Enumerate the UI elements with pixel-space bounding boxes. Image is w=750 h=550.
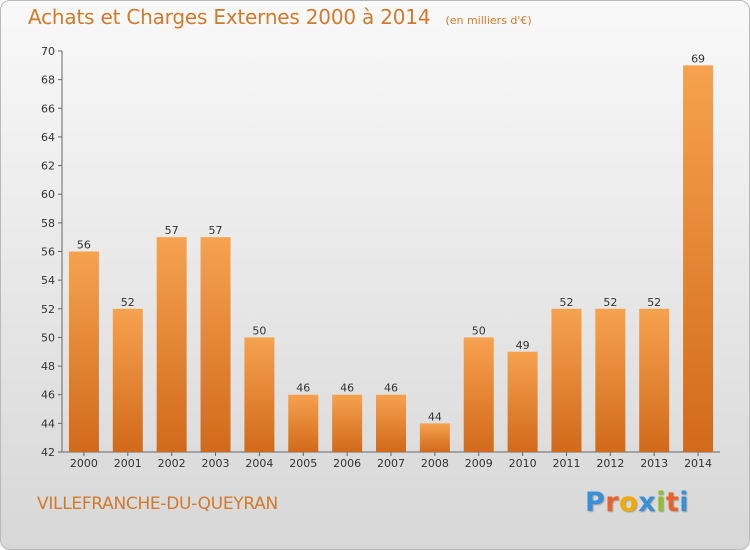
data-label: 52 — [647, 296, 661, 309]
data-label: 52 — [603, 296, 617, 309]
bar — [332, 394, 363, 452]
logo-letter: t — [665, 487, 680, 518]
data-label: 44 — [428, 410, 442, 423]
data-label: 52 — [559, 296, 573, 309]
chart-title: Achats et Charges Externes 2000 à 2014 — [28, 5, 431, 29]
bar — [244, 337, 275, 452]
x-tick-label: 2000 — [70, 457, 98, 470]
x-tick-label: 2001 — [114, 457, 142, 470]
x-tick-label: 2005 — [289, 457, 317, 470]
bar — [463, 337, 494, 452]
y-tick-label: 62 — [41, 160, 55, 173]
data-label: 56 — [77, 239, 91, 252]
x-tick-label: 2003 — [202, 457, 230, 470]
logo-letter: o — [619, 487, 639, 518]
bar — [419, 423, 450, 452]
title-block: Achats et Charges Externes 2000 à 2014 (… — [28, 5, 532, 29]
data-label: 46 — [384, 382, 398, 395]
bar — [595, 308, 626, 452]
x-tick-label: 2011 — [552, 457, 580, 470]
y-tick-label: 70 — [41, 45, 55, 58]
x-tick-label: 2006 — [333, 457, 361, 470]
x-tick-label: 2014 — [684, 457, 712, 470]
data-label: 52 — [121, 296, 135, 309]
chart-subtitle: (en milliers d'€) — [445, 14, 532, 27]
x-tick-label: 2012 — [596, 457, 624, 470]
data-label: 69 — [691, 52, 705, 65]
y-tick-label: 56 — [41, 246, 55, 259]
y-tick-label: 54 — [41, 274, 55, 287]
bar — [507, 351, 538, 452]
logo-letter: i — [656, 487, 666, 518]
logo-letter: i — [679, 487, 690, 518]
logo-letter: x — [638, 487, 657, 518]
x-tick-label: 2008 — [421, 457, 449, 470]
bar — [112, 308, 143, 452]
y-tick-label: 52 — [41, 303, 55, 316]
data-label: 57 — [165, 224, 179, 237]
y-tick-label: 64 — [41, 131, 55, 144]
y-tick-label: 42 — [41, 446, 55, 459]
bar — [288, 394, 319, 452]
x-tick-label: 2007 — [377, 457, 405, 470]
logo-letter: P — [585, 487, 606, 518]
x-tick-label: 2002 — [158, 457, 186, 470]
y-tick-label: 48 — [41, 360, 55, 373]
y-tick-label: 58 — [41, 217, 55, 230]
y-tick-label: 44 — [41, 417, 55, 430]
data-label: 46 — [296, 382, 310, 395]
commune-name: VILLEFRANCHE-DU-QUEYRAN — [37, 494, 278, 514]
y-tick-label: 60 — [41, 188, 55, 201]
y-tick-label: 46 — [41, 389, 55, 402]
data-label: 50 — [252, 324, 266, 337]
bar — [156, 237, 187, 452]
bar — [200, 237, 231, 452]
data-label: 57 — [209, 224, 223, 237]
data-label: 50 — [472, 324, 486, 337]
bar — [68, 251, 99, 452]
y-tick-label: 50 — [41, 331, 55, 344]
x-tick-label: 2013 — [640, 457, 668, 470]
data-label: 46 — [340, 382, 354, 395]
x-tick-label: 2004 — [245, 457, 273, 470]
data-label: 49 — [516, 339, 530, 352]
x-tick-label: 2009 — [465, 457, 493, 470]
bar — [551, 308, 582, 452]
bar — [683, 65, 714, 453]
proxiti-logo: Proxiti — [585, 487, 689, 518]
bar — [376, 394, 406, 452]
y-tick-label: 68 — [41, 74, 55, 87]
bar — [639, 308, 670, 452]
y-tick-label: 66 — [41, 102, 55, 115]
x-tick-label: 2010 — [509, 457, 537, 470]
logo-letter: r — [605, 487, 620, 518]
